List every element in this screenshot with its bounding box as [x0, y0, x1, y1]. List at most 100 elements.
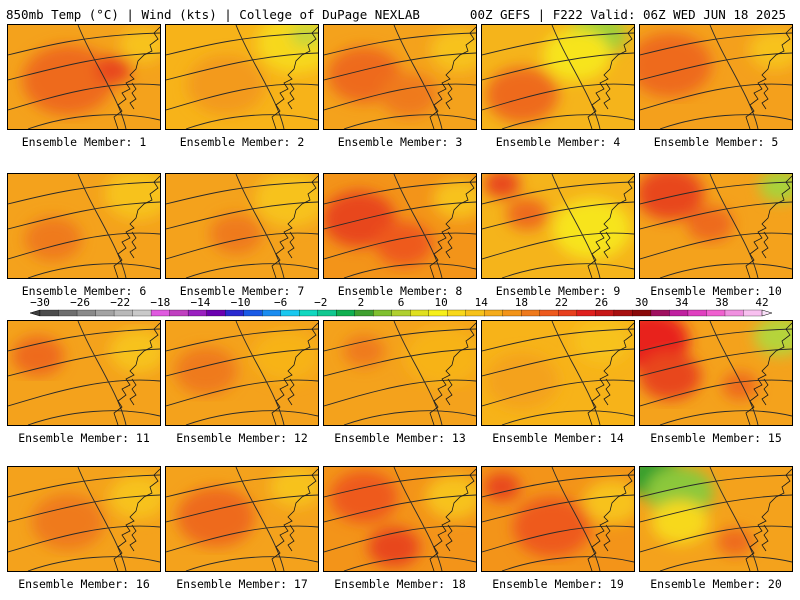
- temperature-field: [482, 467, 634, 571]
- height-contour: [8, 525, 160, 553]
- coastline: [445, 231, 453, 259]
- colorbar-swatch: [502, 309, 522, 317]
- temperature-field: [324, 25, 476, 129]
- temperature-field: [482, 174, 634, 278]
- colorbar-swatch: [521, 309, 541, 317]
- colorbar-swatch: [428, 309, 448, 317]
- temperature-blob: [290, 25, 318, 47]
- ensemble-member-label: Ensemble Member: 10: [650, 284, 782, 298]
- temperature-blob: [483, 174, 521, 198]
- height-contour: [659, 410, 792, 425]
- height-contour: [324, 379, 476, 407]
- height-contour: [393, 174, 443, 278]
- height-contour: [77, 321, 127, 425]
- temperature-blob: [749, 30, 792, 70]
- ensemble-member-map: [7, 466, 161, 572]
- temperature-blob: [640, 33, 712, 97]
- colorbar-tick-label: 42: [755, 296, 768, 309]
- height-contour: [8, 83, 160, 111]
- height-contour: [640, 32, 792, 56]
- colorbar-swatch: [687, 309, 707, 317]
- temperature-field: [8, 25, 160, 129]
- height-contour: [324, 83, 476, 111]
- ensemble-member-label: Ensemble Member: 4: [495, 135, 621, 149]
- coastline: [603, 231, 611, 259]
- ensemble-member-map: [323, 320, 477, 426]
- temperature-blob: [483, 473, 521, 501]
- height-contour: [185, 263, 318, 278]
- temperature-blob: [430, 28, 476, 72]
- height-contour: [166, 52, 318, 81]
- height-contour: [640, 525, 792, 553]
- height-contour: [166, 328, 318, 352]
- colorbar-swatch: [280, 309, 300, 317]
- colorbar-tick-label: 38: [715, 296, 728, 309]
- height-contour: [343, 114, 476, 129]
- model-valid-time: 00Z GEFS | F222 Valid: 06Z WED JUN 18 20…: [469, 7, 786, 22]
- coastline: [287, 231, 295, 259]
- colorbar-swatch: [724, 309, 744, 317]
- colorbar-swatch: [447, 309, 467, 317]
- colorbar-tick-label: −22: [110, 296, 130, 309]
- height-contour: [166, 494, 318, 523]
- height-contour: [501, 410, 634, 425]
- height-contour: [324, 474, 476, 498]
- temperature-blob: [485, 353, 559, 409]
- coastline: [429, 26, 476, 129]
- colorbar-tick-label: 6: [398, 296, 405, 309]
- height-contour: [27, 410, 160, 425]
- height-contour: [482, 181, 634, 205]
- colorbar-swatch: [484, 309, 504, 317]
- colorbar-tick-label: 26: [595, 296, 608, 309]
- colorbar-swatch: [243, 309, 263, 317]
- height-contour: [324, 52, 476, 81]
- colorbar-swatch: [595, 309, 615, 317]
- height-contour: [482, 474, 634, 498]
- ensemble-member-map: [639, 173, 793, 279]
- temperature-field: [482, 25, 634, 129]
- temperature-blob: [324, 191, 396, 247]
- ensemble-member-label: Ensemble Member: 7: [179, 284, 305, 298]
- colorbar-tick-label: −26: [70, 296, 90, 309]
- ensemble-member-map: [639, 320, 793, 426]
- temperature-blob: [343, 335, 385, 367]
- ensemble-member-map: [7, 320, 161, 426]
- ensemble-member-label: Ensemble Member: 14: [492, 431, 624, 445]
- colorbar-tick-label: −18: [150, 296, 170, 309]
- height-contour: [640, 232, 792, 260]
- temperature-blob: [721, 372, 759, 400]
- temperature-field: [324, 467, 476, 571]
- height-contour: [482, 201, 634, 230]
- coastline: [271, 322, 318, 425]
- coastline: [129, 378, 137, 406]
- temperature-blob: [553, 199, 631, 259]
- colorbar-tick-label: 2: [358, 296, 365, 309]
- coastline: [429, 322, 476, 425]
- temperature-field: [324, 321, 476, 425]
- coastline: [745, 175, 792, 278]
- height-contour: [393, 25, 443, 129]
- coastline: [287, 378, 295, 406]
- temperature-field: [166, 174, 318, 278]
- coastline: [603, 378, 611, 406]
- coastline: [761, 524, 769, 552]
- height-contour: [640, 474, 792, 498]
- height-contour: [343, 556, 476, 571]
- temperature-field: [640, 174, 792, 278]
- ensemble-member-label: Ensemble Member: 16: [18, 577, 150, 591]
- coastline: [745, 322, 792, 425]
- height-contour: [640, 52, 792, 81]
- temperature-blob: [31, 494, 105, 550]
- ensemble-member-label: Ensemble Member: 5: [653, 135, 779, 149]
- ensemble-member-label: Ensemble Member: 12: [176, 431, 308, 445]
- coastline: [761, 378, 769, 406]
- temperature-field: [640, 467, 792, 571]
- height-contour: [640, 181, 792, 205]
- colorbar-tick-label: 30: [635, 296, 648, 309]
- coastline: [587, 322, 634, 425]
- colorbar-swatch: [391, 309, 411, 317]
- height-contour: [166, 232, 318, 260]
- colorbar-swatch: [465, 309, 485, 317]
- ensemble-member-map: [165, 466, 319, 572]
- colorbar-swatch: [206, 309, 226, 317]
